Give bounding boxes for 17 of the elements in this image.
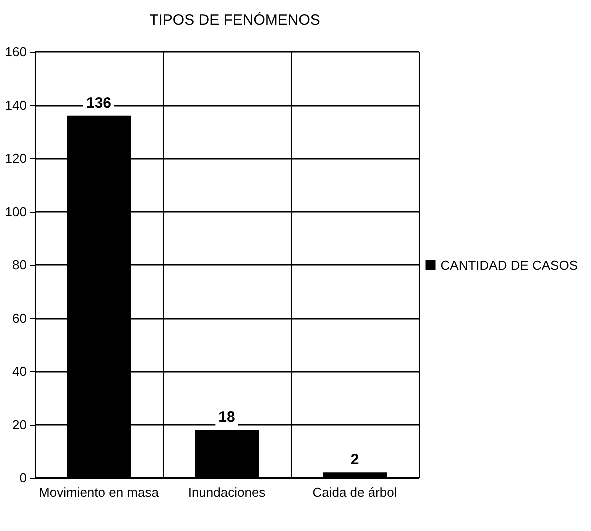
data-label: 2 [350,452,360,469]
y-tick-label: 100 [5,204,27,220]
data-label: 136 [86,94,112,112]
y-tick-label: 60 [12,310,27,326]
y-tick-label: 120 [5,151,27,166]
legend-label: CANTIDAD DE CASOS [440,258,578,273]
chart-title: TIPOS DE FENÓMENOS [150,11,320,29]
x-tick-label: Caida de árbol [312,485,398,500]
y-tick-label: 40 [12,364,27,379]
x-tick-label: Inundaciones [188,485,266,500]
y-tick-label: 0 [20,470,27,486]
y-tick-label: 80 [12,258,27,272]
y-tick-label: 20 [12,417,27,432]
data-label: 18 [218,409,236,426]
y-tick-label: 160 [5,44,27,60]
x-tick-label: Movimiento en masa [39,485,160,500]
y-tick-label: 140 [5,98,27,113]
